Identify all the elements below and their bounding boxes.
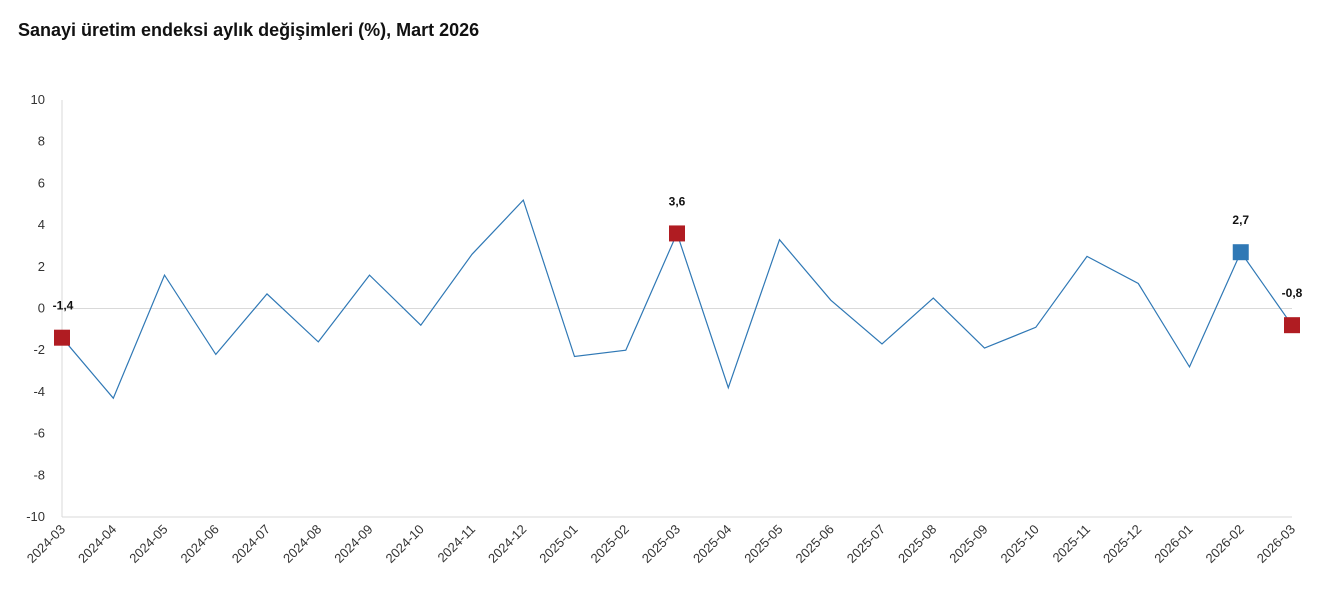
x-tick-label: 2024-08	[280, 522, 324, 566]
x-tick-label: 2025-07	[844, 522, 888, 566]
data-point	[214, 353, 217, 356]
y-tick-label: 0	[38, 301, 45, 316]
data-point	[983, 347, 986, 350]
y-tick-label: -10	[26, 509, 45, 524]
x-tick-label: 2026-02	[1203, 522, 1247, 566]
x-tick-label: 2025-12	[1100, 522, 1144, 566]
x-tick-label: 2024-11	[434, 522, 478, 566]
y-tick-label: 10	[31, 92, 45, 107]
data-point	[1034, 326, 1037, 329]
x-tick-label: 2025-05	[741, 522, 785, 566]
y-tick-label: 2	[38, 259, 45, 274]
x-tick-label: 2026-01	[1151, 522, 1195, 566]
x-tick-label: 2024-06	[178, 522, 222, 566]
data-point	[266, 292, 269, 295]
x-tick-label: 2024-12	[485, 522, 529, 566]
y-tick-label: -4	[33, 384, 45, 399]
x-tick-label: 2024-05	[126, 522, 170, 566]
y-tick-label: -2	[33, 342, 45, 357]
x-tick-label: 2024-09	[331, 522, 375, 566]
x-tick-label: 2024-10	[383, 522, 427, 566]
x-tick-label: 2025-01	[536, 522, 580, 566]
x-tick-label: 2026-03	[1254, 522, 1298, 566]
x-tick-label: 2025-03	[639, 522, 683, 566]
data-label: -1,4	[53, 299, 74, 313]
data-point	[829, 299, 832, 302]
x-tick-label: 2025-11	[1049, 522, 1093, 566]
data-point	[932, 297, 935, 300]
data-label: -0,8	[1282, 286, 1303, 300]
x-tick-label: 2024-07	[229, 522, 273, 566]
x-tick-label: 2025-09	[946, 522, 990, 566]
x-tick-label: 2024-03	[24, 522, 68, 566]
data-point	[471, 253, 474, 256]
highlight-marker	[54, 329, 70, 346]
data-point	[881, 342, 884, 345]
x-tick-label: 2025-08	[895, 522, 939, 566]
data-point	[368, 274, 371, 277]
x-tick-label: 2025-02	[588, 522, 632, 566]
x-tick-label: 2025-04	[690, 522, 734, 566]
data-point	[1137, 282, 1140, 285]
highlight-marker	[1232, 244, 1249, 261]
x-tick-label: 2025-06	[793, 522, 837, 566]
chart-title: Sanayi üretim endeksi aylık değişimleri …	[18, 20, 480, 40]
y-tick-label: -6	[33, 426, 45, 441]
data-point	[1086, 255, 1089, 258]
y-tick-label: 8	[38, 134, 45, 149]
data-point	[163, 274, 166, 277]
data-point	[573, 355, 576, 358]
y-tick-label: 4	[38, 217, 45, 232]
data-point	[112, 397, 115, 400]
data-label: 2,7	[1232, 213, 1249, 227]
highlight-marker	[1284, 317, 1300, 334]
data-point	[624, 349, 627, 352]
x-tick-label: 2024-04	[75, 522, 119, 566]
data-point	[778, 238, 781, 241]
data-point	[727, 386, 730, 389]
y-tick-label: -8	[33, 467, 45, 482]
x-tick-label: 2025-10	[998, 522, 1042, 566]
highlight-marker	[669, 225, 685, 242]
data-label: 3,6	[669, 194, 686, 208]
y-tick-label: 6	[38, 175, 45, 190]
data-point	[419, 324, 422, 327]
data-point	[1188, 365, 1191, 368]
data-point	[317, 340, 320, 343]
data-point	[522, 199, 525, 202]
